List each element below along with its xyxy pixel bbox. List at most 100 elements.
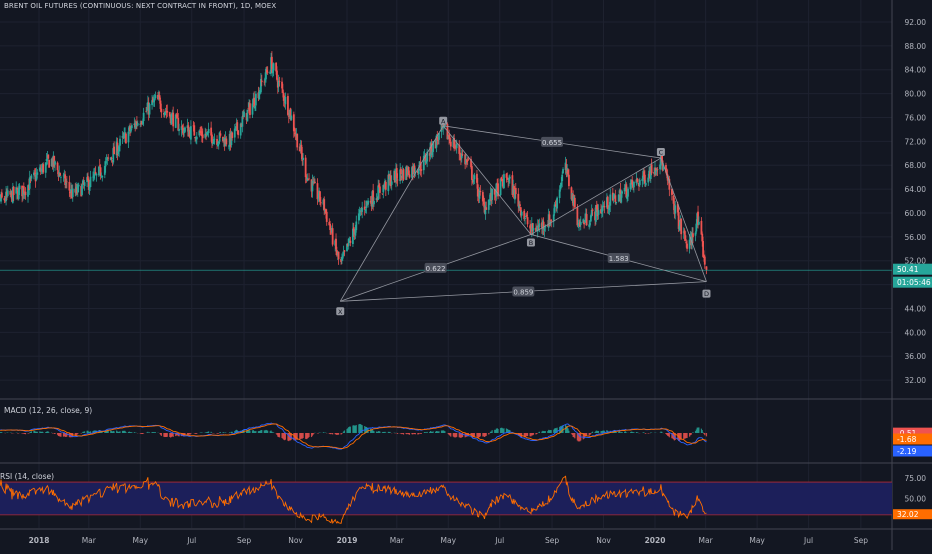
candle-body: [184, 127, 186, 131]
time-tick-label: Mar: [390, 536, 405, 545]
candle[interactable]: [403, 168, 405, 181]
pattern-point-c[interactable]: C: [657, 148, 665, 157]
macd-histogram-bar: [397, 433, 398, 434]
macd-histogram-bar: [633, 432, 634, 433]
candle-body: [190, 126, 192, 139]
price-tick-label: 76.00: [905, 113, 927, 122]
macd-histogram-bar: [403, 433, 404, 435]
time-tick-label: Mar: [699, 536, 714, 545]
macd-histogram-bar: [702, 432, 703, 433]
candle[interactable]: [287, 93, 289, 116]
ratio-label-1.583[interactable]: 1.583: [608, 253, 630, 263]
ratio-label-0.655[interactable]: 0.655: [541, 137, 563, 147]
candle-body: [220, 133, 222, 135]
candle-body: [81, 185, 83, 195]
macd-histogram-bar: [427, 432, 428, 433]
time-tick-label: 2018: [29, 536, 50, 545]
candle-body: [698, 222, 700, 225]
candle[interactable]: [125, 132, 127, 143]
candle-body: [379, 186, 381, 192]
rsi-tick-label: 50.00: [905, 494, 927, 503]
candle-body: [72, 189, 74, 198]
macd-histogram-bar: [54, 433, 55, 434]
macd-histogram-bar: [621, 432, 622, 433]
pattern-point-b[interactable]: B: [527, 238, 535, 247]
candle-body: [231, 133, 233, 138]
pattern-point-x[interactable]: X: [336, 307, 344, 316]
macd-histogram-bar: [574, 433, 575, 438]
macd-histogram-bar: [338, 433, 339, 435]
macd-histogram-bar: [125, 432, 126, 433]
candle-body: [57, 163, 59, 170]
candle-body: [261, 81, 263, 83]
time-tick-label: Mar: [82, 536, 97, 545]
macd-histogram-bar: [28, 433, 29, 434]
candle-body: [692, 233, 694, 237]
macd-histogram-bar: [389, 432, 390, 433]
price-tick-label: 88.00: [905, 42, 927, 51]
price-tick-label: 92.00: [905, 18, 927, 27]
candle-body: [561, 175, 563, 181]
macd-histogram-bar: [37, 432, 38, 433]
candle-body: [19, 186, 21, 190]
candle-body: [338, 252, 340, 260]
rsi-label[interactable]: RSI (14, close): [0, 472, 54, 481]
candle-body: [60, 177, 62, 178]
candle-body: [403, 169, 405, 180]
candle[interactable]: [81, 184, 83, 196]
candle-body: [361, 208, 363, 212]
ratio-label-0.859[interactable]: 0.859: [512, 286, 534, 296]
candle-body: [538, 223, 540, 227]
ratio-label-0.622[interactable]: 0.622: [425, 263, 447, 273]
candle[interactable]: [59, 173, 61, 176]
macd-histogram-bar: [43, 432, 44, 433]
macd-label[interactable]: MACD (12, 26, close, 9): [4, 406, 92, 415]
candle-body: [193, 125, 195, 135]
candle-body: [503, 174, 505, 188]
candle-body: [355, 221, 357, 230]
candle[interactable]: [48, 159, 50, 167]
candle-body: [125, 134, 127, 144]
price-tick-label: 80.00: [905, 90, 927, 99]
candle-body: [236, 122, 238, 130]
candle-body: [202, 135, 204, 139]
candle-body: [349, 241, 351, 243]
candle-body: [252, 103, 254, 114]
candle-body: [137, 123, 139, 125]
macd-histogram-bar: [409, 433, 410, 435]
macd-histogram-bar: [11, 433, 12, 434]
macd-histogram-bar: [303, 433, 304, 438]
candle-body: [47, 155, 49, 159]
macd-histogram-bar: [480, 433, 481, 436]
price-tick-label: 72.00: [905, 137, 927, 146]
macd-histogram-bar: [648, 433, 649, 434]
candle-body: [267, 72, 269, 73]
candle-body: [556, 198, 558, 209]
macd-histogram-bar: [232, 432, 233, 433]
candle-body: [90, 177, 92, 187]
candle-body: [344, 250, 346, 251]
candle-body: [320, 202, 322, 203]
macd-histogram-bar: [497, 429, 498, 433]
pattern-point-d[interactable]: D: [702, 290, 710, 299]
price-tick-label: 84.00: [905, 66, 927, 75]
candle-body: [119, 139, 121, 146]
pattern-point-a[interactable]: A: [439, 117, 447, 126]
candle-body: [704, 257, 706, 265]
macd-histogram-bar: [167, 433, 168, 437]
rsi-tick-label: 75.00: [905, 474, 927, 483]
candle-body: [66, 182, 68, 183]
candle-body: [273, 63, 275, 70]
ratio-text: 0.859: [513, 288, 533, 296]
candle-body: [131, 125, 133, 128]
macd-histogram-bar: [669, 433, 670, 437]
point-label: D: [704, 290, 709, 298]
price-tick-label: 68.00: [905, 161, 927, 170]
candle-body: [296, 134, 298, 148]
time-tick-label: May: [749, 536, 765, 545]
candle-body: [400, 169, 402, 174]
macd-histogram-bar: [190, 433, 191, 434]
candle-body: [225, 139, 227, 145]
